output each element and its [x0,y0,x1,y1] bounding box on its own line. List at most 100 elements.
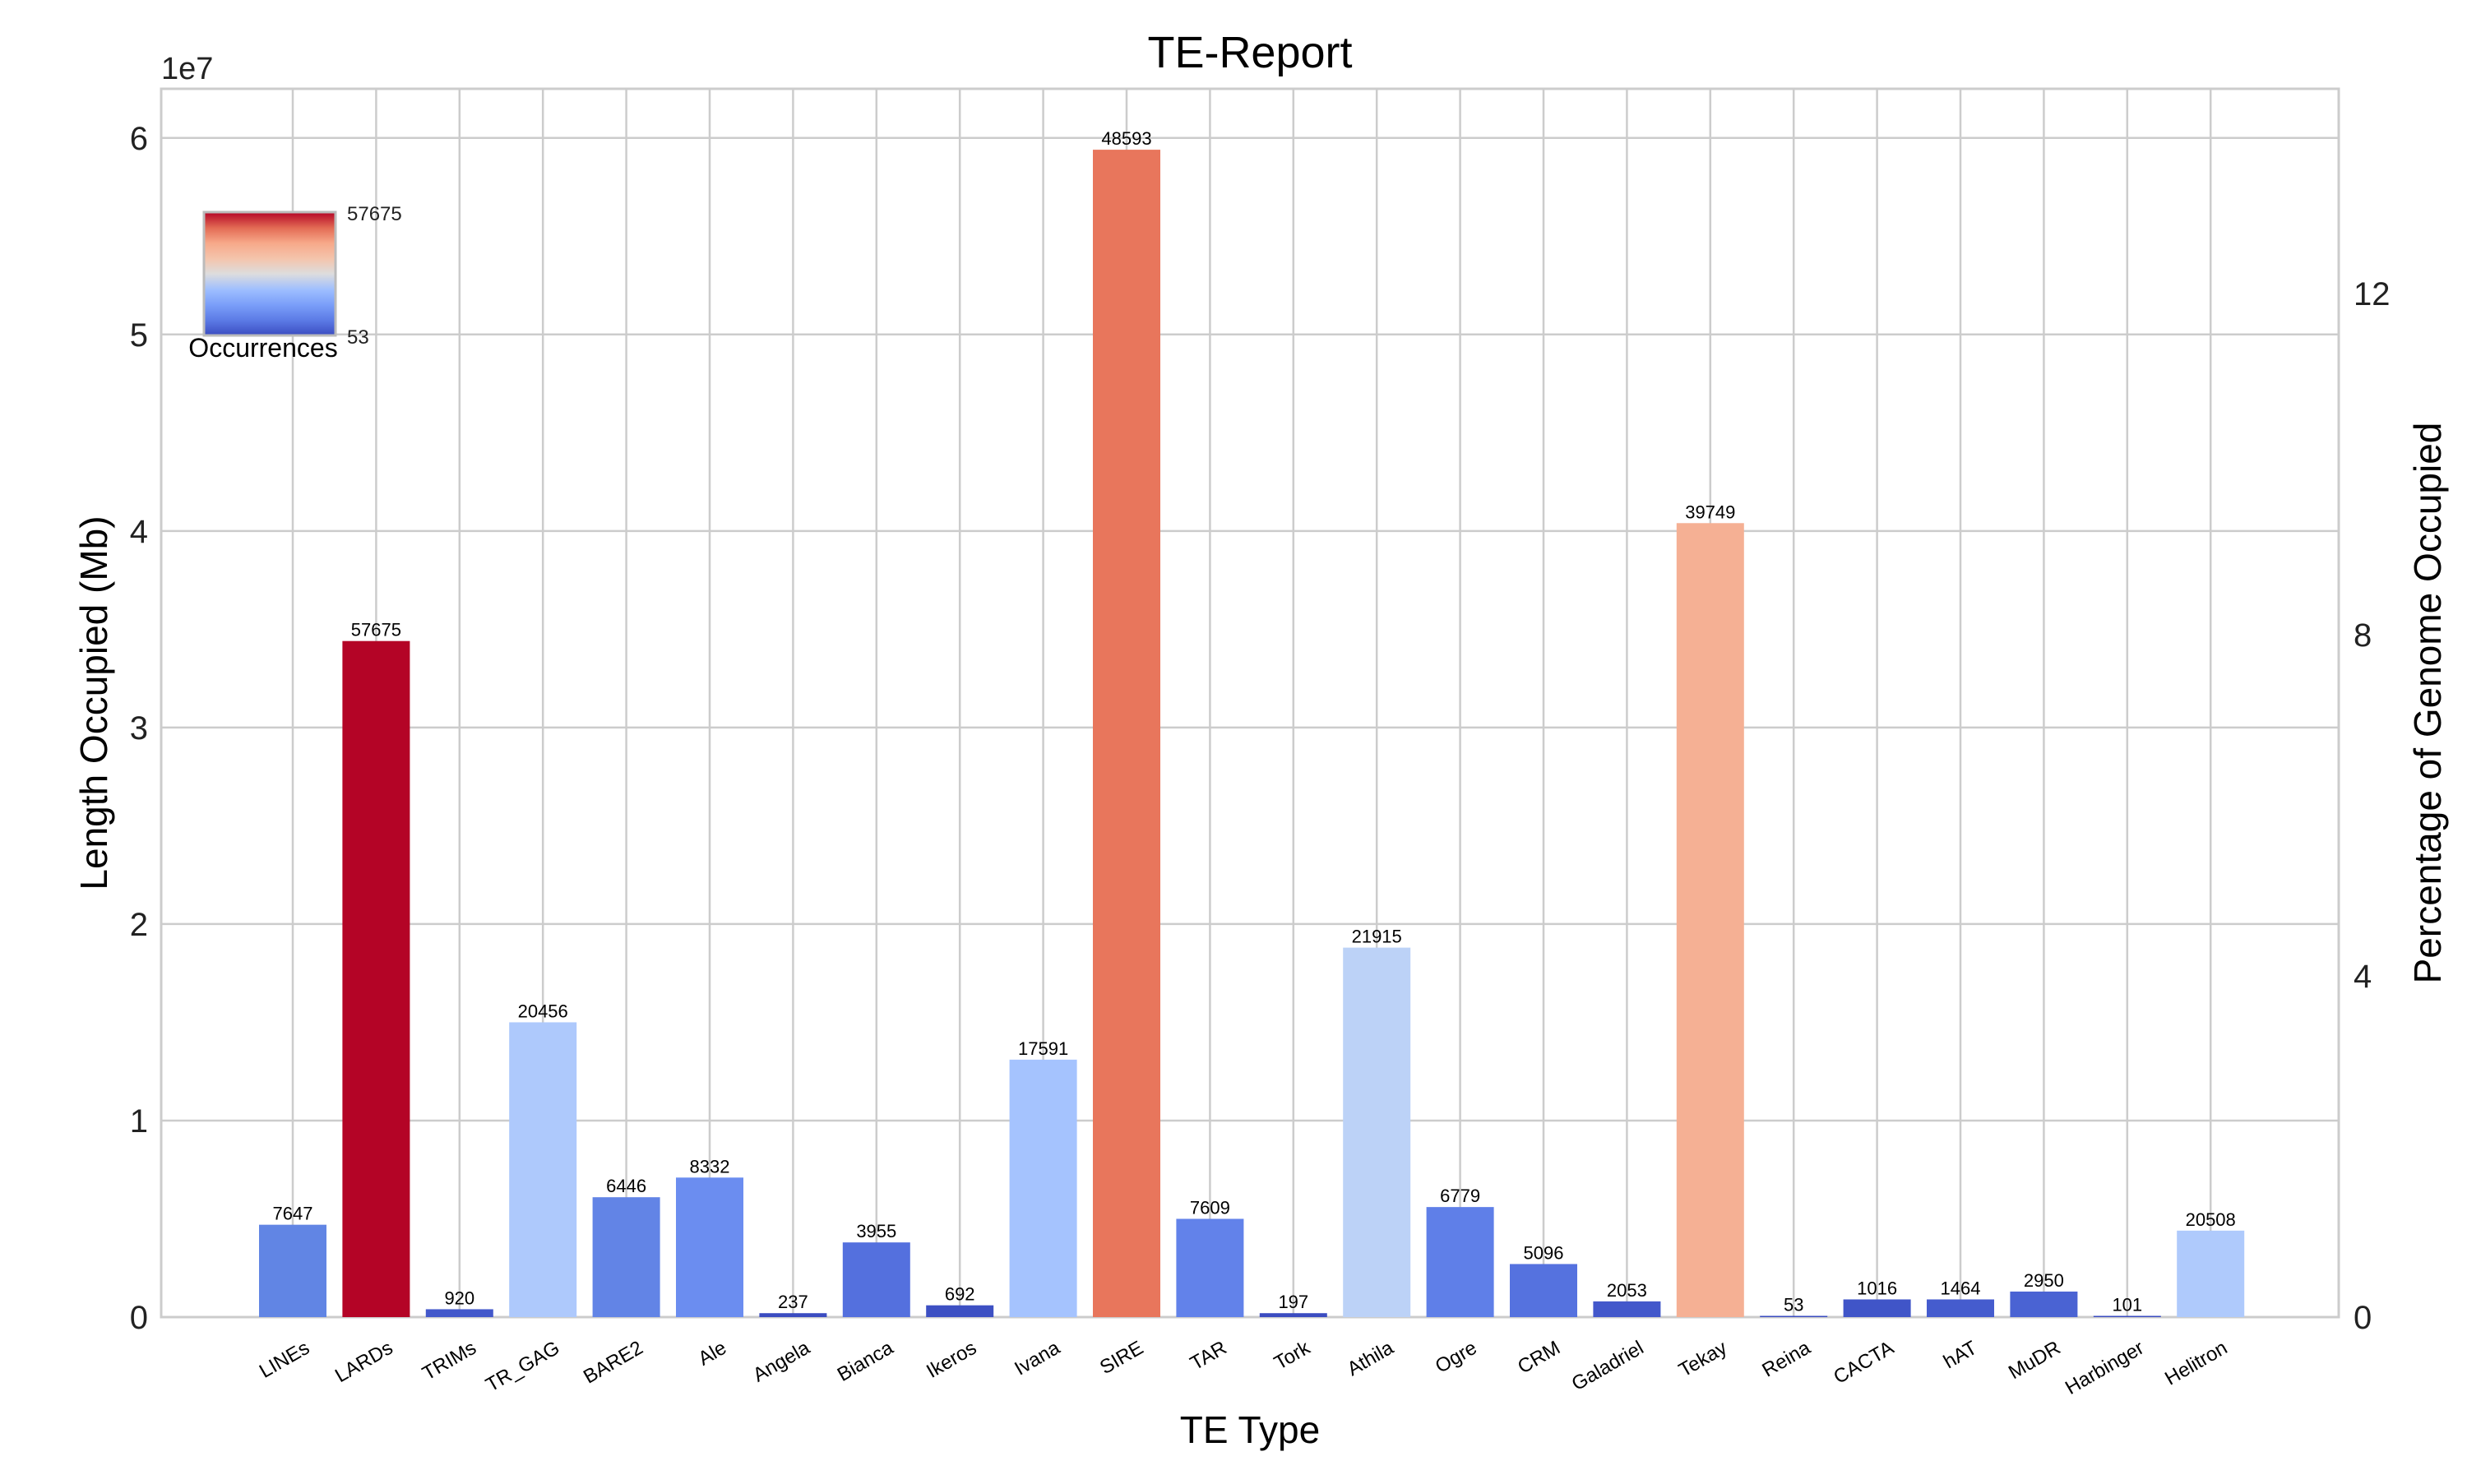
bar-value-label: 237 [778,1292,808,1312]
bar-value-label: 53 [1784,1295,1803,1315]
x-tick-label: Angela [749,1336,814,1386]
bar-tar [1176,1218,1244,1317]
bar-value-label: 1016 [1857,1278,1897,1298]
x-tick-label: BARE2 [580,1337,647,1389]
y-tick-label: 3 [130,710,148,747]
bar-value-label: 48593 [1101,128,1151,149]
bar-reina [1760,1315,1828,1317]
bar-helitron [2177,1230,2245,1317]
bar-tr-gag [509,1022,577,1317]
y-tick-label: 4 [130,514,148,550]
bar-value-label: 17591 [1018,1038,1068,1059]
x-tick-label: CACTA [1830,1337,1897,1389]
bar-tork [1259,1313,1327,1317]
y-offset-label: 1e7 [161,52,213,86]
bar-value-label: 1464 [1941,1278,1981,1298]
x-tick-label: TRIMs [419,1337,480,1385]
bar-value-label: 5096 [1524,1242,1564,1263]
bar-value-label: 2053 [1607,1280,1647,1301]
bar-mudr [2010,1291,2078,1317]
bar-ivana [1009,1059,1077,1317]
y-tick-label: 5 [130,317,148,354]
bar-value-label: 8332 [690,1156,730,1177]
bar-ale [676,1177,743,1317]
bar-value-label: 20508 [2186,1209,2236,1230]
bar-value-label: 920 [444,1288,474,1308]
x-tick-label: Tekay [1675,1337,1731,1382]
bar-trims [425,1309,493,1317]
x-tick-label: Galadriel [1568,1337,1648,1395]
x-tick-label: Ikeros [923,1337,980,1383]
y2-tick-label: 4 [2354,959,2372,995]
bar-value-label: 7647 [273,1204,313,1224]
bar-ikeros [926,1305,994,1317]
colorbar-legend: 57675 53 Occurrences [188,203,401,363]
bar-value-label: 6446 [606,1176,646,1196]
x-tick-label: Bianca [834,1336,898,1385]
y-tick-label: 2 [130,907,148,943]
bar-hat [1927,1299,1994,1317]
x-tick-label: SIRE [1096,1337,1147,1379]
x-tick-label: Ivana [1011,1336,1064,1380]
y2-axis-label: Percentage of Genome Occupied [2406,423,2449,984]
x-axis-label: TE Type [1180,1408,1320,1451]
y2-tick-labels: 0 4 8 12 [2354,276,2391,1336]
colorbar-min-label: 53 [347,326,369,349]
y2-tick-label: 0 [2354,1300,2372,1336]
y-tick-label: 6 [130,121,148,157]
bar-lines [259,1224,326,1317]
bar-cacta [1843,1299,1911,1317]
colorbar-max-label: 57675 [347,203,402,225]
x-tick-label: CRM [1514,1337,1564,1379]
y-tick-label: 0 [130,1300,148,1336]
bar-value-label: 21915 [1352,927,1402,947]
y-tick-label: 1 [130,1103,148,1140]
y2-tick-label: 12 [2354,276,2391,312]
bar-angela [759,1313,827,1317]
chart-title: TE-Report [1147,28,1352,77]
x-tick-label: hAT [1940,1337,1981,1374]
x-tick-label: TR_GAG [482,1337,563,1397]
colorbar-gradient [202,210,337,337]
bar-value-label: 57675 [351,620,401,640]
x-tick-label: Tork [1271,1336,1315,1375]
bar-value-label: 6779 [1440,1186,1480,1206]
bar-ogre [1426,1207,1494,1317]
x-tick-label: Athila [1344,1336,1398,1380]
bar-value-label: 197 [1278,1292,1308,1312]
x-tick-label: Ogre [1432,1337,1481,1378]
x-tick-label: MuDR [2005,1337,2064,1384]
bar-lards [342,640,410,1317]
y-tick-labels: 0 1 2 3 4 5 6 [130,121,148,1336]
bar-value-label: 7609 [1190,1197,1230,1218]
bar-value-label: 692 [945,1284,975,1305]
x-tick-label: LARDs [331,1337,396,1387]
bar-athila [1343,947,1411,1317]
x-tick-label: Harbinger [2062,1337,2148,1399]
bar-crm [1510,1264,1577,1317]
bar-bare2 [592,1197,660,1317]
y2-tick-label: 8 [2354,617,2372,654]
bar-sire [1093,150,1160,1317]
x-tick-label: Reina [1758,1336,1814,1381]
x-tick-label: Ale [694,1337,730,1371]
bar-harbinger [2093,1315,2161,1317]
bar-value-label: 2950 [2024,1270,2064,1291]
bar-bianca [842,1242,910,1317]
plot-area [160,87,2340,1319]
bar-labels-group: 7647 57675 920 20456 6446 8332 237 3955 692 17591… [273,128,2236,1315]
bar-value-label: 39749 [1685,502,1735,522]
bar-value-label: 3955 [856,1221,896,1241]
bar-galadriel [1593,1301,1661,1317]
bar-value-label: 101 [2112,1295,2142,1315]
x-tick-labels: LINEs LARDs TRIMs TR_GAG BARE2 Ale Angela Bianc… [256,1336,2231,1399]
bar-value-label: 20456 [518,1001,568,1021]
x-tick-label: TAR [1187,1337,1231,1375]
bars-group [259,150,2245,1317]
y-axis-label: Length Occupied (Mb) [72,515,115,890]
x-tick-label: LINEs [256,1337,313,1383]
x-tick-label: Helitron [2161,1337,2231,1390]
bar-tekay [1676,523,1744,1317]
